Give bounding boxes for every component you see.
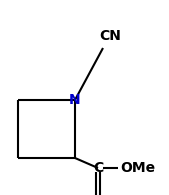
Text: CN: CN	[99, 29, 121, 43]
Text: C: C	[93, 161, 103, 175]
Text: OMe: OMe	[120, 161, 155, 175]
Text: N: N	[69, 93, 81, 107]
